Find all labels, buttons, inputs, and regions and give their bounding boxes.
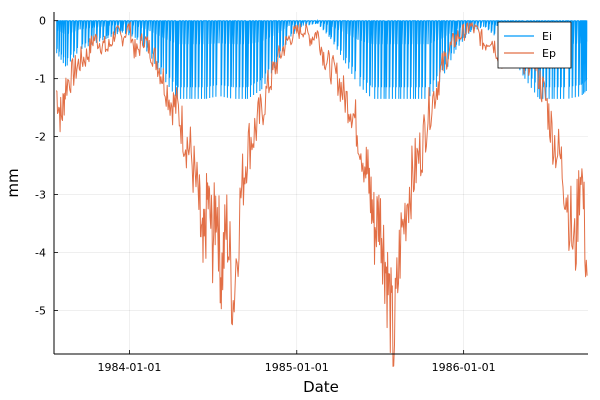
y-axis-title: mm [4, 168, 22, 197]
x-ticks: 1984-01-01 1985-01-01 1986-01-01 [97, 350, 496, 374]
y-tick-label: 0 [39, 15, 46, 28]
x-tick-label: 1986-01-01 [432, 361, 496, 374]
legend: Ei Ep [497, 21, 572, 69]
series-ep [55, 21, 588, 367]
y-tick-label: -3 [35, 189, 46, 202]
x-tick-label: 1985-01-01 [265, 361, 329, 374]
legend-label: Ei [542, 30, 552, 43]
series-layer [55, 19, 588, 367]
y-tick-label: -2 [35, 131, 46, 144]
y-ticks: 0 -1 -2 -3 -4 -5 [35, 15, 58, 318]
x-tick-label: 1984-01-01 [97, 361, 161, 374]
legend-label: Ep [542, 47, 556, 60]
axes [53, 12, 588, 355]
legend-box [497, 21, 572, 69]
y-tick-label: -4 [35, 247, 46, 260]
x-axis-title: Date [303, 378, 339, 396]
y-tick-label: -1 [35, 73, 46, 86]
y-tick-label: -5 [35, 305, 46, 318]
series-line-ep [55, 21, 588, 367]
